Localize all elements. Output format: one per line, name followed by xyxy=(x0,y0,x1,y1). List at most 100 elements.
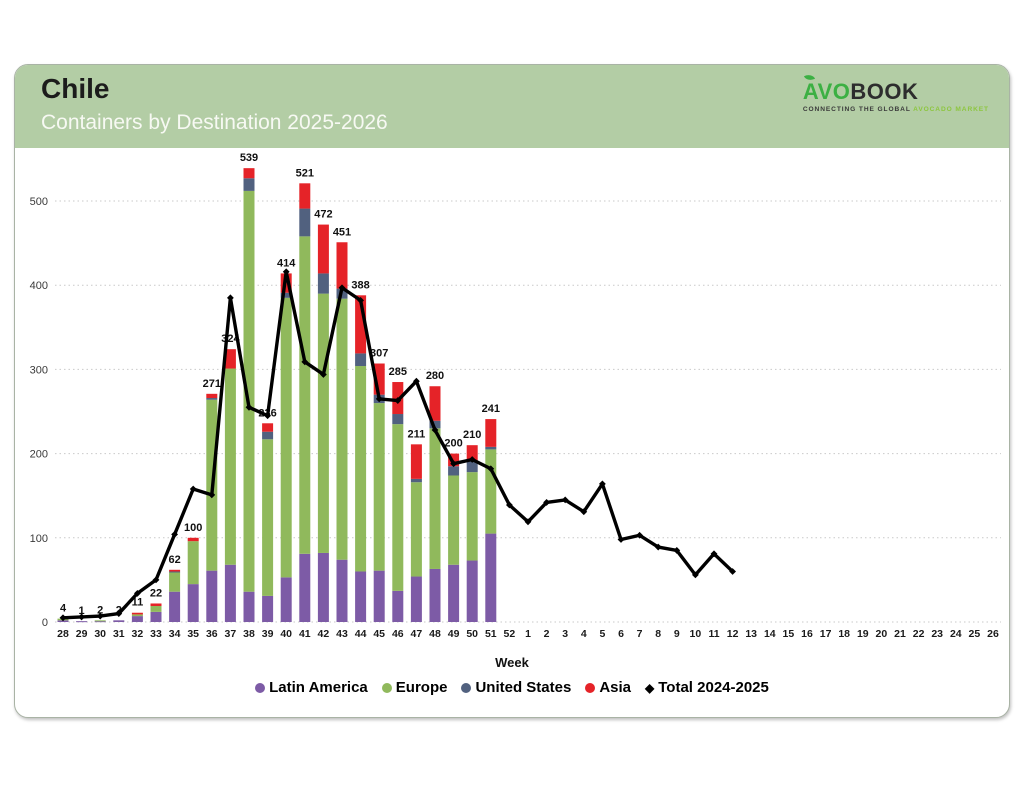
bar-segment xyxy=(206,393,218,399)
bar-total-label: 241 xyxy=(482,403,500,415)
bar-total-label: 210 xyxy=(463,429,481,441)
x-tick-label: 9 xyxy=(674,628,680,638)
chart-area: 0100200300400500412211226210027132453923… xyxy=(15,148,1009,696)
bar-segment xyxy=(299,553,311,622)
x-tick-label: 30 xyxy=(94,628,106,638)
bar-total-label: 200 xyxy=(444,438,462,450)
x-tick-label: 12 xyxy=(727,628,739,638)
x-tick-label: 48 xyxy=(429,628,441,638)
bar-segment xyxy=(466,560,478,622)
line-marker xyxy=(524,518,532,526)
x-tick-label: 51 xyxy=(485,628,497,638)
legend-dot-icon xyxy=(461,682,472,693)
x-tick-label: 6 xyxy=(618,628,624,638)
bar-segment xyxy=(373,363,385,395)
legend-diamond-icon: ◆ xyxy=(645,680,655,695)
bar-segment xyxy=(169,569,181,572)
bar-segment xyxy=(299,236,311,554)
line-marker xyxy=(375,395,383,403)
legend-label: Latin America xyxy=(269,679,368,696)
legend-item: ◆ Total 2024-2025 xyxy=(645,679,769,696)
bar-segment xyxy=(206,398,218,400)
x-tick-label: 46 xyxy=(392,628,404,638)
bar-segment xyxy=(169,572,181,592)
legend-item: Latin America xyxy=(255,679,368,696)
bar-segment xyxy=(355,571,367,622)
legend-dot-icon xyxy=(381,682,392,693)
bar-total-label: 388 xyxy=(351,279,369,291)
bar-segment xyxy=(429,386,441,421)
logo-book-text: BOOK xyxy=(850,79,919,104)
bar-segment xyxy=(150,603,162,607)
line-marker xyxy=(115,610,123,617)
bar-segment xyxy=(466,472,478,561)
line-marker xyxy=(710,550,718,558)
x-tick-label: 31 xyxy=(113,628,125,638)
bar-segment xyxy=(392,590,404,622)
line-marker xyxy=(654,543,662,551)
legend-dot-icon xyxy=(255,682,266,693)
line-marker xyxy=(301,358,309,366)
line-marker xyxy=(264,412,271,420)
x-tick-label: 38 xyxy=(243,628,255,638)
legend-label: Total 2024-2025 xyxy=(658,679,769,696)
bar-segment xyxy=(317,293,329,553)
bar-segment xyxy=(169,591,181,622)
bar-segment xyxy=(336,559,348,622)
bar-segment xyxy=(485,449,497,534)
x-tick-label: 11 xyxy=(708,628,719,638)
bar-segment xyxy=(150,611,162,622)
x-tick-label: 37 xyxy=(225,628,237,638)
bar-segment xyxy=(392,414,404,425)
bar-segment xyxy=(280,297,292,578)
x-tick-label: 14 xyxy=(764,628,776,638)
y-tick-label: 500 xyxy=(30,196,48,208)
chart-legend: Latin America Europe United States Asia ◆ Tot… xyxy=(15,679,1009,696)
bar-segment xyxy=(131,614,143,617)
x-tick-label: 29 xyxy=(76,628,88,638)
bar-segment xyxy=(317,552,329,622)
bar-segment xyxy=(187,537,199,542)
x-tick-label: 22 xyxy=(913,628,925,638)
bar-total-label: 100 xyxy=(184,522,202,534)
x-tick-label: 44 xyxy=(355,628,367,638)
bar-segment xyxy=(169,571,181,573)
y-tick-label: 300 xyxy=(30,364,48,376)
bar-segment xyxy=(355,353,367,367)
x-tick-label: 16 xyxy=(801,628,813,638)
x-tick-label: 35 xyxy=(187,628,199,638)
legend-label: United States xyxy=(475,679,572,696)
bar-segment xyxy=(410,444,422,479)
line-marker xyxy=(617,536,625,543)
bar-segment xyxy=(94,620,106,622)
bar-segment xyxy=(262,439,274,596)
line-marker xyxy=(320,371,327,378)
bar-total-label: 2 xyxy=(97,604,103,616)
bar-segment xyxy=(224,349,236,369)
x-tick-label: 8 xyxy=(655,628,661,638)
bar-segment xyxy=(262,431,274,440)
x-tick-label: 1 xyxy=(525,628,531,638)
bar-segment xyxy=(206,570,218,622)
bar-segment xyxy=(392,424,404,591)
bar-segment xyxy=(448,475,460,565)
bar-segment xyxy=(262,423,274,432)
line-marker xyxy=(543,499,550,506)
bar-segment xyxy=(466,461,478,473)
avobook-logo: AVOBOOK CONNECTING THE GLOBAL AVOCADO MA… xyxy=(803,72,989,113)
x-tick-label: 23 xyxy=(931,628,943,638)
x-tick-label: 10 xyxy=(690,628,702,638)
card-header: Chile Containers by Destination 2025-202… xyxy=(15,65,1009,148)
bar-segment xyxy=(336,298,348,560)
bar-segment xyxy=(187,541,199,585)
bar-segment xyxy=(280,292,292,298)
bar-segment xyxy=(243,591,255,622)
x-tick-label: 36 xyxy=(206,628,218,638)
line-marker xyxy=(729,568,736,575)
x-tick-label: 42 xyxy=(318,628,330,638)
x-tick-label: 24 xyxy=(950,628,962,638)
bar-segment xyxy=(113,620,125,622)
x-tick-label: 20 xyxy=(876,628,888,638)
line-marker xyxy=(245,403,253,411)
line-marker xyxy=(636,531,643,539)
